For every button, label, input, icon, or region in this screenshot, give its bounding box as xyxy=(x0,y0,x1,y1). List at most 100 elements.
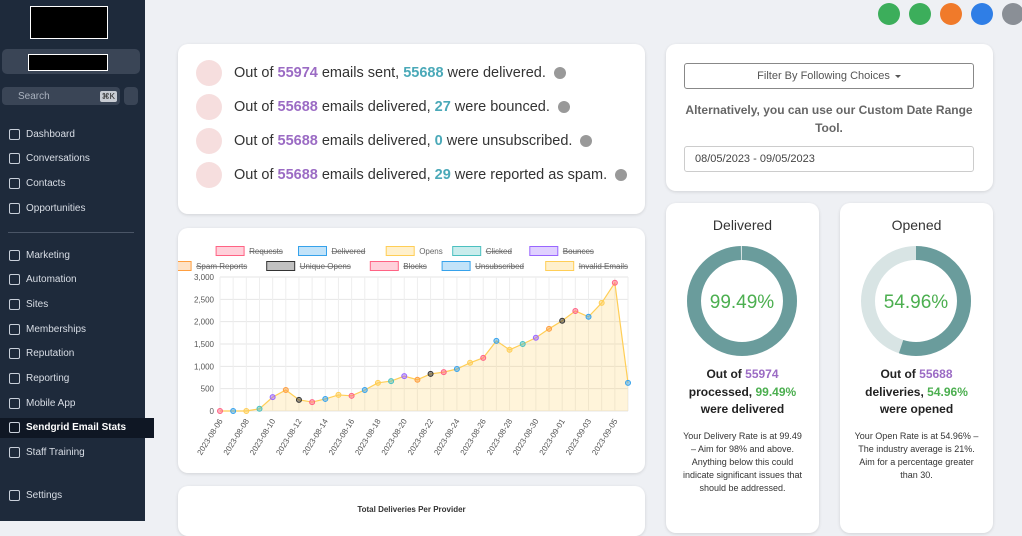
phone-icon[interactable] xyxy=(878,3,900,25)
stat-line: Out of 55974 emails sent, 55688 were deliver… xyxy=(196,60,566,86)
notify-icon[interactable] xyxy=(940,3,962,25)
stat-icon xyxy=(196,60,222,86)
donut-summary: Out of 55688 deliveries, 54.96% were ope… xyxy=(852,366,981,419)
donut-arc xyxy=(861,246,971,356)
legend-label: Spam Reports xyxy=(196,262,247,271)
x-tick-label: 2023-08-18 xyxy=(353,417,383,457)
menu-item[interactable]: Opportunities xyxy=(7,198,140,218)
avatar[interactable] xyxy=(1002,3,1022,25)
menu-item[interactable]: Mobile App xyxy=(7,393,140,413)
point xyxy=(519,341,526,347)
menu-item[interactable]: Contacts xyxy=(7,173,140,193)
legend-label: Opens xyxy=(419,247,443,256)
legend-label: Clicked xyxy=(486,247,512,256)
stat-suffix: were bounced. xyxy=(454,99,550,115)
legend-label: Invalid Emails xyxy=(579,262,628,271)
menu-label: Mobile App xyxy=(26,397,76,409)
sidebar: Search ⌘K Dashboard Conversations Contacts… xyxy=(0,0,154,521)
point xyxy=(230,408,237,414)
x-tick-label: 2023-08-16 xyxy=(327,417,357,457)
donut-card: Delivered 99.49% Out of 55974 processed, 9… xyxy=(666,203,819,533)
donut-card: Opened 54.96% Out of 55688 deliveries, 54.… xyxy=(840,203,993,533)
legend-label: Blocks xyxy=(403,262,427,271)
menu-item[interactable]: Reporting xyxy=(7,369,140,389)
point xyxy=(572,307,579,314)
point xyxy=(401,373,408,380)
menu-item[interactable]: Settings xyxy=(7,485,140,505)
menu-item[interactable]: Sendgrid Email Stats xyxy=(0,417,154,438)
point xyxy=(493,337,500,344)
point xyxy=(480,354,487,361)
stat-icon xyxy=(196,94,222,120)
menu-item[interactable]: Conversations xyxy=(7,149,140,169)
summary-before: Out of xyxy=(880,367,916,381)
point xyxy=(506,346,513,353)
point xyxy=(256,405,263,412)
point xyxy=(467,359,474,366)
point xyxy=(559,317,566,324)
summary-total: 55688 xyxy=(919,367,953,381)
stat-total: 55974 xyxy=(277,65,318,81)
date-input[interactable]: 08/05/2023 - 09/05/2023 xyxy=(684,146,974,172)
divider xyxy=(8,232,134,233)
point xyxy=(282,387,289,394)
help-icon xyxy=(615,169,628,181)
stat-count: 55688 xyxy=(403,65,444,81)
y-tick-label: 2,500 xyxy=(194,295,215,304)
stat-suffix: were delivered. xyxy=(447,65,546,81)
donut-summary: Out of 55974 processed, 99.49% were deli… xyxy=(678,366,807,419)
help-icon[interactable] xyxy=(971,3,993,25)
point xyxy=(611,279,618,286)
menu-item[interactable]: Sites xyxy=(7,294,140,314)
legend-swatch xyxy=(162,261,192,271)
provider-title: Total Deliveries Per Provider xyxy=(357,505,466,514)
point xyxy=(625,379,631,386)
menu-item[interactable]: Dashboard xyxy=(7,124,140,144)
donut-description: Your Open Rate is at 54.96% – The indust… xyxy=(854,431,979,480)
y-tick-label: 1,000 xyxy=(194,362,215,371)
quick-action[interactable] xyxy=(124,87,138,105)
y-tick-label: 500 xyxy=(201,385,215,394)
filter-button[interactable]: Filter By Following Choices xyxy=(684,63,974,89)
announce-icon[interactable] xyxy=(909,3,931,25)
filter-card: Filter By Following Choices Alternativel… xyxy=(666,44,993,191)
donut-title: Opened xyxy=(891,217,942,233)
donut-description: Your Delivery Rate is at 99.49 – Aim for… xyxy=(682,431,803,493)
menu-item[interactable]: Staff Training xyxy=(7,443,140,463)
point xyxy=(309,399,316,406)
point xyxy=(322,395,329,402)
stat-prefix: Out of xyxy=(234,65,274,81)
menu-item[interactable]: Memberships xyxy=(7,319,140,339)
menu-label: Opportunities xyxy=(26,202,86,214)
summary-after: were delivered xyxy=(700,402,785,416)
stat-line: Out of 55688 emails delivered, 29 were repor… xyxy=(196,162,628,188)
summary-total: 55974 xyxy=(745,367,779,381)
stat-count: 27 xyxy=(434,99,451,115)
menu-item[interactable]: Reputation xyxy=(7,344,140,364)
donut: 54.96% xyxy=(861,246,971,356)
menu-label: Reputation xyxy=(26,348,75,360)
point xyxy=(269,394,276,401)
x-tick-label: 2023-08-22 xyxy=(406,417,436,457)
search[interactable]: Search ⌘K xyxy=(2,87,120,105)
x-tick-label: 2023-08-14 xyxy=(301,417,331,457)
stat-total: 55688 xyxy=(277,167,318,183)
x-tick-label: 2023-08-28 xyxy=(485,417,515,457)
point xyxy=(440,369,447,376)
menu-label: Contacts xyxy=(26,177,66,189)
menu-item[interactable]: Marketing xyxy=(7,245,140,265)
x-tick-label: 2023-08-26 xyxy=(459,417,489,457)
legend-swatch xyxy=(441,261,471,271)
account-switcher[interactable] xyxy=(2,49,140,74)
donut-value: 54.96% xyxy=(884,292,949,313)
x-tick-label: 2023-08-10 xyxy=(248,417,278,457)
menu-item[interactable]: Automation xyxy=(7,270,140,290)
stat-middle: emails sent, xyxy=(321,65,400,81)
legend-label: Delivered xyxy=(332,247,366,256)
legend-swatch xyxy=(298,246,327,256)
point xyxy=(217,408,223,414)
legend-swatch xyxy=(369,261,399,271)
point xyxy=(546,325,553,332)
legend-swatch xyxy=(452,246,482,256)
stat-total: 55688 xyxy=(277,99,318,115)
